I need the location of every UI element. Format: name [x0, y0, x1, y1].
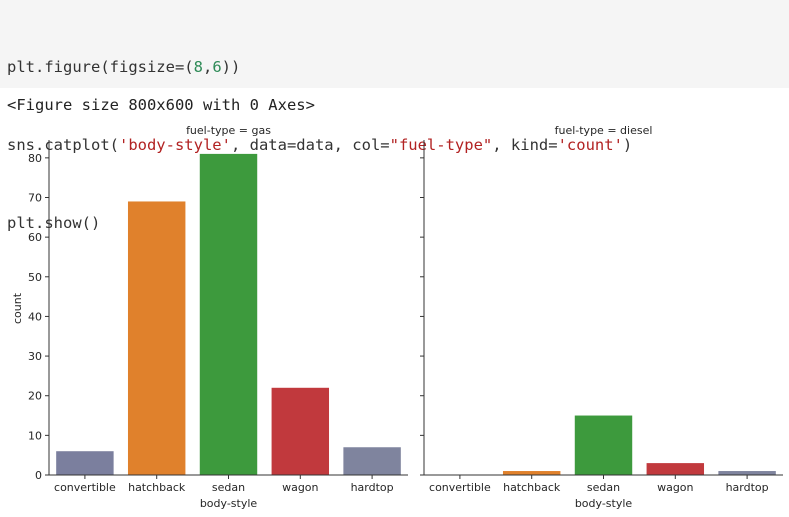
x-tick-label-0-4: hardtop	[351, 481, 394, 494]
y-axis-label: count	[11, 292, 24, 324]
x-tick-label-1-0: convertible	[429, 481, 491, 494]
code-line-2: sns.catplot('body-style', data=data, col…	[7, 132, 789, 158]
x-tick-label-1-3: wagon	[657, 481, 693, 494]
code-token: plt.show()	[7, 214, 101, 232]
code-token: ))	[221, 58, 241, 76]
x-tick-label-0-2: sedan	[212, 481, 245, 494]
bar-1-sedan	[574, 415, 633, 475]
bar-1-hardtop	[718, 471, 776, 475]
code-token: 6	[212, 58, 222, 76]
x-tick-label-1-2: sedan	[587, 481, 620, 494]
bar-0-convertible	[56, 451, 114, 475]
y-tick-label-50: 50	[28, 271, 42, 284]
panel-title-0: fuel-type = gas	[186, 124, 271, 137]
y-tick-label-80: 80	[28, 152, 42, 165]
code-token: )	[622, 136, 633, 154]
bar-0-sedan	[199, 153, 258, 475]
figure-size-output: <Figure size 800x600 with 0 Axes>	[7, 96, 315, 114]
y-tick-label-0: 0	[35, 469, 42, 482]
x-tick-label-1-1: hatchback	[503, 481, 561, 494]
code-cell[interactable]: plt.figure(figsize=(8,6)) sns.catplot('b…	[0, 0, 789, 232]
y-tick-label-70: 70	[28, 192, 42, 205]
code-token: plt.figure(figsize=(	[7, 58, 194, 76]
bar-0-wagon	[271, 387, 330, 475]
code-line-1: plt.figure(figsize=(8,6))	[7, 54, 789, 80]
bar-0-hatchback	[127, 201, 186, 475]
code-token: sns.catplot(	[7, 136, 119, 154]
code-token: 'body-style'	[118, 136, 231, 154]
code-token: , kind=	[492, 136, 558, 154]
y-tick-label-40: 40	[28, 310, 42, 323]
code-token: ,	[202, 58, 213, 76]
x-tick-label-0-3: wagon	[282, 481, 318, 494]
code-token: 8	[193, 58, 203, 76]
x-tick-label-0-1: hatchback	[128, 481, 186, 494]
x-tick-label-0-0: convertible	[54, 481, 116, 494]
y-tick-label-10: 10	[28, 429, 42, 442]
code-token: , data=data, col=	[230, 136, 390, 154]
y-tick-label-60: 60	[28, 231, 42, 244]
bar-0-hardtop	[343, 447, 401, 475]
x-axis-label-1: body-style	[575, 497, 633, 510]
y-tick-label-20: 20	[28, 390, 42, 403]
y-tick-label-30: 30	[28, 350, 42, 363]
code-token: 'count'	[557, 136, 623, 154]
panel-title-1: fuel-type = diesel	[555, 124, 653, 137]
code-line-3: plt.show()	[7, 210, 789, 236]
bar-1-hatchback	[502, 471, 561, 475]
x-axis-label-0: body-style	[200, 497, 258, 510]
bar-1-wagon	[646, 463, 705, 475]
code-token: "fuel-type"	[389, 136, 493, 154]
x-tick-label-1-4: hardtop	[726, 481, 769, 494]
